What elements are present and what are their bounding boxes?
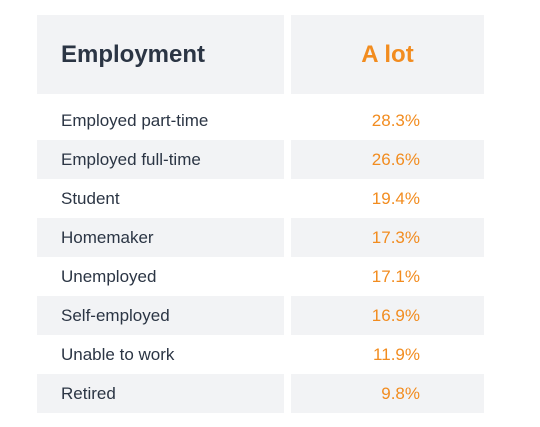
- table-row: Self-employed 16.9%: [37, 296, 484, 335]
- row-label: Homemaker: [37, 218, 284, 257]
- header-a-lot: A lot: [291, 15, 484, 94]
- table-row: Retired 9.8%: [37, 374, 484, 413]
- table-row: Homemaker 17.3%: [37, 218, 484, 257]
- table-row: Employed part-time 28.3%: [37, 101, 484, 140]
- row-label: Employed part-time: [61, 110, 209, 130]
- row-label: Student: [61, 188, 120, 208]
- table-body: Employed part-time 28.3% Employed full-t…: [37, 101, 484, 413]
- table-row: Unable to work 11.9%: [37, 335, 484, 374]
- row-value: 26.6%: [291, 140, 484, 179]
- row-value: 17.3%: [291, 218, 484, 257]
- row-value: 19.4%: [371, 188, 420, 208]
- row-label: Retired: [37, 374, 284, 413]
- row-value: 28.3%: [371, 110, 420, 130]
- row-label: Unemployed: [61, 266, 157, 286]
- table-row: Student 19.4%: [37, 179, 484, 218]
- row-label: Employed full-time: [37, 140, 284, 179]
- table-row: Unemployed 17.1%: [37, 257, 484, 296]
- row-value: 17.1%: [371, 266, 420, 286]
- row-value: 11.9%: [373, 344, 420, 364]
- header-employment: Employment: [37, 15, 284, 94]
- row-label: Self-employed: [37, 296, 284, 335]
- row-label: Unable to work: [61, 344, 175, 364]
- employment-table: Employment A lot Employed part-time 28.3…: [37, 15, 484, 413]
- table-row: Employed full-time 26.6%: [37, 140, 484, 179]
- row-value: 9.8%: [291, 374, 484, 413]
- table-header: Employment A lot: [37, 15, 484, 94]
- row-value: 16.9%: [291, 296, 484, 335]
